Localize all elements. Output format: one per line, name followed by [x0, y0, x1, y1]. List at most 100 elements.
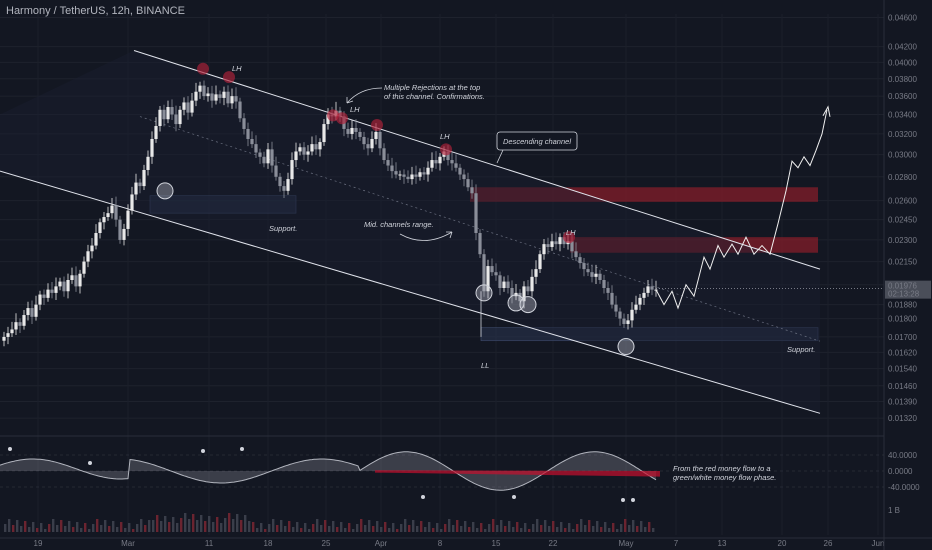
volume-bar: [208, 516, 211, 532]
volume-bar: [448, 519, 451, 532]
candle: [186, 102, 190, 113]
volume-bar: [460, 526, 463, 532]
candle: [178, 109, 182, 125]
candle: [22, 315, 26, 326]
candle: [406, 176, 410, 180]
volume-tick-label: 1 B: [888, 506, 900, 515]
volume-bar: [116, 527, 119, 532]
volume-bar: [628, 525, 631, 532]
candle: [226, 91, 230, 104]
support-touch-marker: [475, 284, 493, 302]
volume-bar: [160, 521, 163, 532]
candle: [578, 257, 582, 264]
candle: [242, 118, 246, 129]
candle: [214, 94, 218, 101]
candle: [390, 165, 394, 172]
volume-bar: [404, 519, 407, 532]
red-money-flow: [375, 470, 660, 477]
candle: [410, 174, 414, 180]
volume-bar: [360, 519, 363, 532]
volume-bar: [512, 527, 515, 532]
candle: [386, 160, 390, 166]
volume-bar: [284, 526, 287, 532]
candle: [474, 193, 478, 234]
last-price-value: 0.01976: [888, 282, 917, 291]
volume-bar: [236, 514, 239, 532]
volume-bar: [112, 521, 115, 532]
x-tick-label: 26: [824, 539, 833, 548]
candle: [98, 222, 102, 234]
volume-bar: [152, 520, 155, 532]
candle: [150, 138, 154, 157]
volume-bar: [468, 527, 471, 532]
candle: [254, 144, 258, 153]
volume-bar: [176, 523, 179, 532]
y-tick-label: 0.02600: [888, 197, 917, 206]
candle: [370, 138, 374, 149]
osc-dot: [631, 498, 635, 502]
volume-bar: [620, 524, 623, 532]
volume-bar: [104, 520, 107, 532]
lh-label: LH: [566, 228, 576, 237]
volume-bar: [520, 528, 523, 532]
volume-bar: [4, 524, 7, 532]
volume-bar: [120, 522, 123, 532]
volume-bar: [352, 529, 355, 532]
candle: [14, 322, 18, 330]
projection-path: [655, 109, 828, 310]
volume-bar: [532, 524, 535, 532]
candle: [426, 167, 430, 175]
candle: [202, 85, 206, 97]
candle: [538, 254, 542, 270]
volume-bar: [436, 523, 439, 532]
candle: [534, 269, 538, 277]
volume-bar: [132, 529, 135, 532]
volume-bar: [40, 523, 43, 532]
candle: [402, 174, 406, 177]
volume-bar: [500, 520, 503, 532]
volume-bar: [380, 527, 383, 532]
candle: [110, 205, 114, 214]
y-tick-label: 0.01800: [888, 315, 917, 324]
rejection-marker: [327, 109, 339, 122]
candle: [378, 131, 382, 149]
volume-bar: [536, 519, 539, 532]
mid-range-arrow: [399, 231, 453, 241]
candle: [522, 286, 526, 302]
candle: [418, 172, 422, 177]
candle: [94, 233, 98, 246]
volume-bar: [96, 519, 99, 532]
volume-bar: [568, 523, 571, 532]
candle: [126, 210, 130, 229]
candle: [182, 102, 186, 110]
candle: [498, 275, 502, 288]
last-price-box: [885, 280, 931, 299]
volume-bar: [364, 525, 367, 532]
volume-bar: [76, 522, 79, 532]
volume-bar: [240, 520, 243, 532]
y-tick-label: 0.01320: [888, 414, 917, 423]
candle: [638, 297, 642, 305]
volume-bar: [196, 520, 199, 532]
volume-bar: [20, 526, 23, 532]
rejection-marker: [371, 119, 383, 132]
candle: [358, 131, 362, 137]
volume-bar: [80, 528, 83, 532]
volume-bar: [200, 515, 203, 532]
x-tick-label: May: [618, 539, 633, 548]
candle: [162, 109, 166, 120]
volume-bar: [48, 524, 51, 532]
candle: [606, 287, 610, 293]
candle: [170, 107, 174, 115]
candle: [346, 128, 350, 134]
volume-bar: [140, 519, 143, 532]
volume-bar: [88, 529, 91, 532]
candle: [602, 279, 606, 288]
projection-arrowhead: [822, 105, 831, 117]
candle: [614, 304, 618, 312]
y-tick-label: 0.02150: [888, 258, 917, 267]
volume-bar: [552, 521, 555, 532]
volume-bar: [580, 519, 583, 532]
x-tick-label: Mar: [121, 539, 135, 548]
